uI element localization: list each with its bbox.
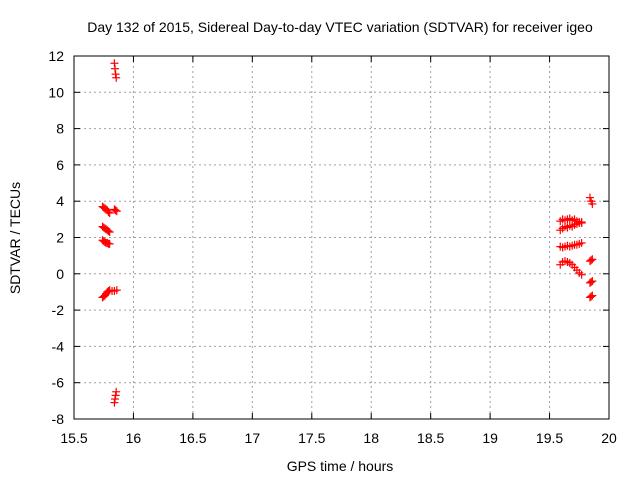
x-tick-labels: 15.5 16 16.5 17 17.5 18 18.5 19 19.5 20 <box>60 430 617 446</box>
data-point <box>585 193 594 202</box>
data-point <box>104 208 113 217</box>
data-point <box>588 291 597 300</box>
y-tick-label: 0 <box>56 266 64 282</box>
x-tick-label: 18 <box>363 430 379 446</box>
y-tick-label: 6 <box>56 157 64 173</box>
y-tick-label: -6 <box>52 375 65 391</box>
data-point <box>577 270 586 279</box>
y-tick-labels: -8 -6 -4 -2 0 2 4 6 8 10 12 <box>48 48 64 427</box>
x-tick-label: 17.5 <box>298 430 325 446</box>
data-point <box>577 218 586 227</box>
data-point <box>112 207 121 216</box>
y-tick-label: 10 <box>48 84 64 100</box>
y-tick-label: -8 <box>52 411 65 427</box>
x-tick-label: 15.5 <box>60 430 87 446</box>
data-point <box>112 387 121 396</box>
data-point <box>104 227 113 236</box>
data-points <box>98 59 597 407</box>
data-point <box>112 73 121 82</box>
x-tick-label: 18.5 <box>417 430 444 446</box>
data-point <box>587 277 596 286</box>
data-point <box>588 199 597 208</box>
data-point <box>577 238 586 247</box>
data-point <box>588 255 597 264</box>
x-tick-label: 20 <box>601 430 617 446</box>
y-tick-label: 4 <box>56 193 64 209</box>
axis-ticks <box>73 55 610 420</box>
y-tick-label: 8 <box>56 121 64 137</box>
data-point <box>112 286 121 295</box>
y-tick-label: 2 <box>56 230 64 246</box>
data-point <box>587 292 596 301</box>
data-point <box>111 206 120 215</box>
y-tick-label: -4 <box>52 338 65 354</box>
data-point <box>587 256 596 265</box>
data-point <box>105 228 114 237</box>
x-tick-label: 19.5 <box>536 430 563 446</box>
data-point <box>105 239 114 248</box>
grid-lines <box>74 56 609 419</box>
x-axis-label: GPS time / hours <box>287 458 394 474</box>
chart-title: Day 132 of 2015, Sidereal Day-to-day VTE… <box>87 19 593 35</box>
y-tick-label: -2 <box>52 302 65 318</box>
y-axis-label: SDTVAR / TECUs <box>7 182 23 294</box>
x-tick-label: 19 <box>482 430 498 446</box>
data-point <box>588 277 597 286</box>
x-tick-label: 17 <box>245 430 261 446</box>
y-tick-label: 12 <box>48 48 64 64</box>
x-tick-label: 16 <box>126 430 142 446</box>
x-tick-label: 16.5 <box>179 430 206 446</box>
data-point <box>105 208 114 217</box>
